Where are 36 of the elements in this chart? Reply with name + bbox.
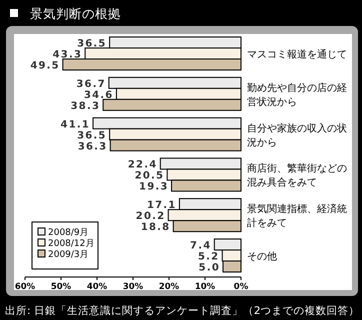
- data-label: 7.4: [190, 240, 212, 252]
- y-tick-label: 商店街、繁華街などの混み具合をみて: [247, 162, 347, 189]
- x-tick-label: 20%: [158, 282, 180, 292]
- y-tick-label: その他: [247, 250, 277, 262]
- data-label: 20.5: [134, 170, 164, 182]
- x-tick-label: 10%: [194, 282, 216, 292]
- chart-title: 景気判断の根拠: [30, 6, 121, 21]
- data-label: 38.3: [70, 100, 100, 112]
- data-label: 43.3: [52, 50, 82, 60]
- text: 出所: 日銀「生活意識に関するアンケート調査」（2つまでの複数回答）: [5, 304, 360, 317]
- data-label: 18.8: [140, 222, 170, 234]
- y-tick-label: 自分や家族の収入の状況から: [247, 122, 347, 148]
- data-label: 34.6: [84, 90, 114, 101]
- x-tick-label: 50%: [50, 282, 72, 292]
- x-tick-label: 60%: [14, 282, 36, 292]
- legend-label: 2008/12月: [48, 239, 94, 249]
- data-label: 20.2: [136, 211, 166, 222]
- x-tick-label: 40%: [86, 282, 108, 292]
- data-label: 49.5: [30, 60, 60, 72]
- data-label: 5.2: [198, 252, 220, 262]
- y-tick-label: マスコミ報道を通じて: [247, 48, 347, 60]
- x-tick-label: 0%: [234, 282, 249, 292]
- data-label: 36.7: [76, 78, 106, 90]
- data-label: 5.0: [198, 262, 220, 274]
- y-tick-label: 景気関連指標、経済統計をみて: [247, 203, 347, 230]
- legend-label: 2008/9月: [48, 228, 89, 238]
- data-label: 22.4: [128, 160, 158, 171]
- data-label: 41.1: [60, 119, 90, 130]
- y-tick-label: 勤め先や自分の店の経営状況から: [247, 82, 347, 108]
- data-label: 36.3: [78, 141, 108, 152]
- legend-label: 2009/3月: [48, 250, 89, 260]
- data-label: 19.3: [139, 182, 169, 193]
- data-label: 36.5: [77, 130, 107, 142]
- data-label: 17.1: [146, 200, 176, 212]
- x-tick-label: 30%: [122, 282, 144, 292]
- data-label: 36.5: [77, 38, 107, 50]
